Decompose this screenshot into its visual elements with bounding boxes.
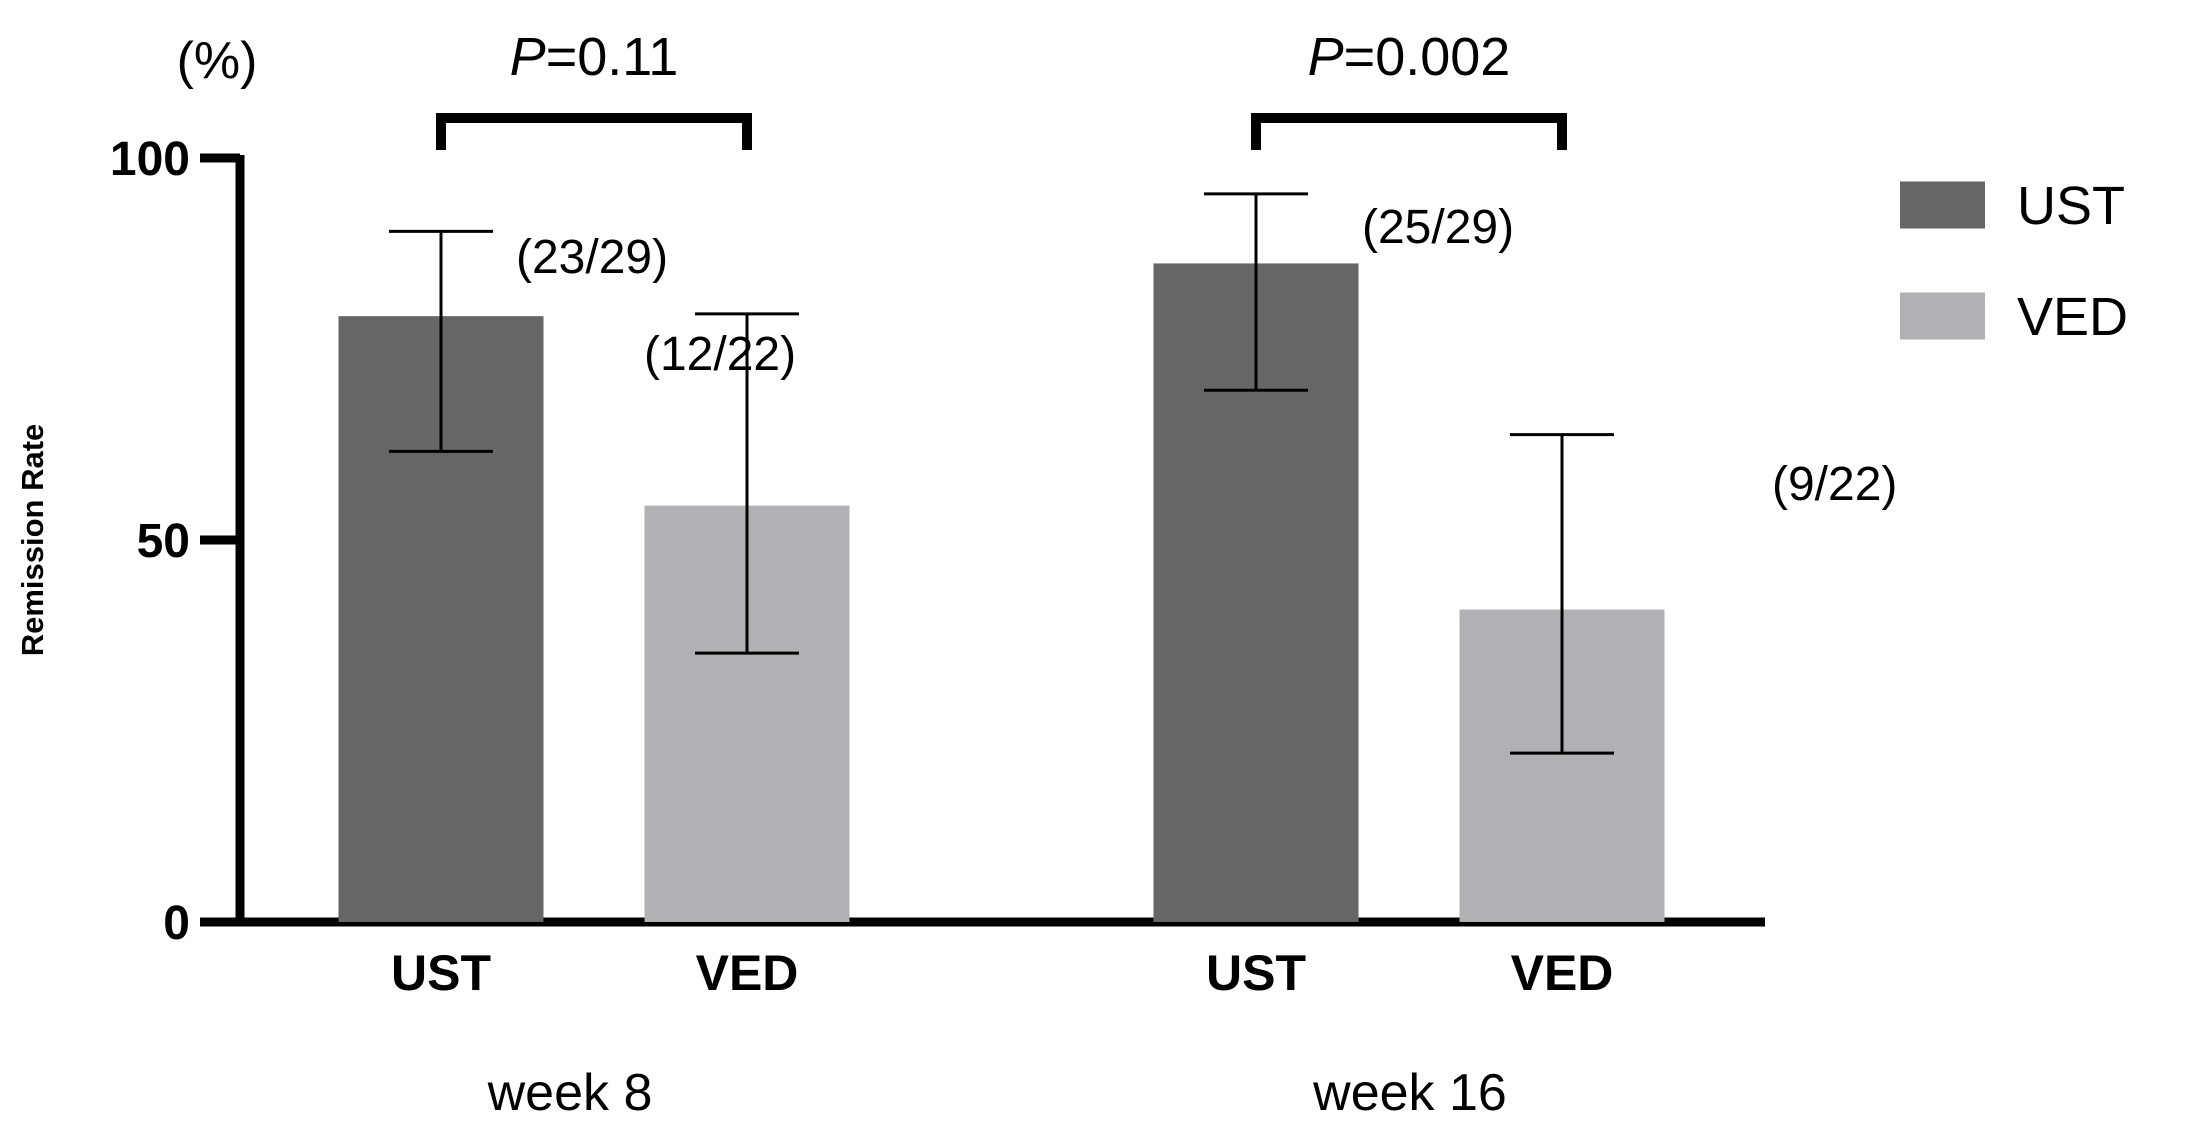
significance-brackets bbox=[436, 113, 1567, 150]
legend-entry-ved: VED bbox=[1900, 287, 2128, 347]
p-value-week-16: P=0.002 bbox=[1308, 27, 1511, 87]
error-bar-ved-week8 bbox=[695, 312, 799, 655]
y-tick-label-0: 0 bbox=[163, 897, 190, 950]
x-tick-label-ust: UST bbox=[391, 945, 491, 1001]
legend-swatch-ust bbox=[1900, 181, 1985, 229]
legend-label-ved: VED bbox=[2017, 287, 2128, 347]
bracket-week-16 bbox=[1251, 113, 1567, 150]
error-bars bbox=[389, 192, 1614, 755]
annotation-ust-week8: (23/29) bbox=[516, 231, 668, 284]
bars bbox=[338, 263, 1665, 922]
error-bar-ust-week16 bbox=[1204, 192, 1308, 392]
group-label-week-16: week 16 bbox=[1312, 1064, 1507, 1122]
annotation-ved-week8: (12/22) bbox=[644, 328, 796, 381]
error-bar-ved-week16 bbox=[1510, 433, 1614, 755]
x-tick-label-ved: VED bbox=[1511, 945, 1614, 1001]
error-bar-ust-week8 bbox=[389, 229, 493, 453]
y-tick-label-100: 100 bbox=[110, 133, 190, 186]
x-tick-label-ved: VED bbox=[696, 945, 799, 1001]
y-tick-label-50: 50 bbox=[137, 515, 190, 568]
legend-label-ust: UST bbox=[2017, 176, 2125, 236]
labels: (%) Remission Rate (23/29) UST (12/22) VED wee… bbox=[15, 27, 1897, 1122]
annotation-ved-week16: (9/22) bbox=[1772, 458, 1897, 511]
y-axis-title: Remission Rate bbox=[15, 424, 50, 657]
legend-entry-ust: UST bbox=[1900, 176, 2125, 236]
legend-swatch-ved bbox=[1900, 292, 1985, 340]
bracket-week-8 bbox=[436, 113, 752, 150]
p-value-week-8: P=0.11 bbox=[510, 27, 679, 87]
legend: UST VED bbox=[1900, 176, 2128, 347]
x-tick-label-ust: UST bbox=[1206, 945, 1306, 1001]
annotation-ust-week16: (25/29) bbox=[1362, 201, 1514, 254]
group-label-week-8: week 8 bbox=[487, 1064, 653, 1122]
y-unit-label: (%) bbox=[177, 32, 258, 90]
